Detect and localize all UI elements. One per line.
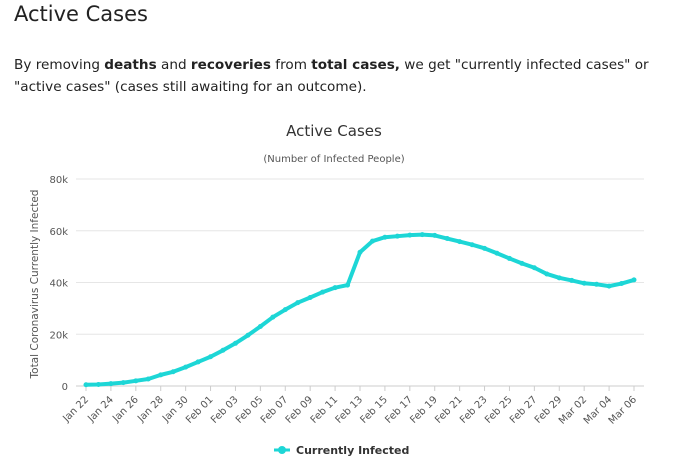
data-point[interactable] — [382, 234, 388, 240]
data-point[interactable] — [519, 260, 525, 266]
data-point[interactable] — [332, 285, 338, 291]
intro-text: we get "currently infected cases" or "ac… — [14, 57, 649, 95]
data-point[interactable] — [494, 250, 500, 256]
legend-label[interactable]: Currently Infected — [296, 444, 409, 457]
intro-bold-deaths: deaths — [104, 57, 157, 73]
data-point[interactable] — [394, 233, 400, 239]
data-point[interactable] — [108, 381, 114, 387]
data-point[interactable] — [606, 283, 612, 289]
data-point[interactable] — [581, 280, 587, 286]
data-point[interactable] — [208, 354, 214, 360]
data-point[interactable] — [531, 265, 537, 271]
intro-bold-total-cases: total cases, — [311, 57, 400, 73]
intro-text: and — [156, 57, 191, 73]
data-point[interactable] — [120, 380, 126, 386]
series-currently-infected[interactable] — [83, 232, 637, 388]
chart-subtitle: (Number of Infected People) — [263, 154, 404, 165]
data-point[interactable] — [170, 369, 176, 375]
intro-paragraph: By removing deaths and recoveries from t… — [14, 54, 664, 98]
data-point[interactable] — [145, 376, 151, 382]
x-tick-label: Mar 06 — [607, 394, 639, 426]
data-point[interactable] — [133, 378, 139, 384]
data-point[interactable] — [307, 295, 313, 301]
data-point[interactable] — [257, 323, 263, 329]
data-point[interactable] — [232, 340, 238, 346]
data-point[interactable] — [369, 238, 375, 244]
data-point[interactable] — [357, 249, 363, 255]
data-point[interactable] — [631, 277, 637, 283]
data-point[interactable] — [594, 281, 600, 287]
data-point[interactable] — [432, 232, 438, 238]
legend-swatch-marker — [278, 446, 286, 454]
data-point[interactable] — [544, 271, 550, 277]
intro-text: from — [270, 57, 312, 73]
y-tick-label: 60k — [49, 227, 68, 238]
active-cases-chart: Active Cases (Number of Infected People)… — [29, 122, 644, 457]
legend[interactable]: Currently Infected — [274, 444, 409, 457]
y-tick-label: 80k — [49, 175, 68, 186]
page-heading: Active Cases — [14, 2, 148, 26]
data-point[interactable] — [419, 232, 425, 238]
y-tick-label: 0 — [62, 382, 68, 393]
data-point[interactable] — [295, 300, 301, 306]
x-tick-label: Jan 26 — [110, 394, 141, 425]
x-tick-label: Jan 24 — [85, 394, 116, 425]
data-point[interactable] — [95, 381, 101, 387]
data-point[interactable] — [320, 289, 326, 295]
x-tick-label: Jan 22 — [60, 394, 91, 425]
data-point[interactable] — [556, 275, 562, 281]
data-point[interactable] — [469, 242, 475, 248]
grid-lines — [76, 178, 644, 387]
data-point[interactable] — [220, 347, 226, 353]
intro-bold-recoveries: recoveries — [190, 57, 271, 73]
data-point[interactable] — [482, 245, 488, 251]
y-axis-ticks: 0 20k 40k 60k 80k — [49, 175, 68, 393]
data-point[interactable] — [270, 314, 276, 320]
y-axis-title: Total Coronavirus Currently Infected — [29, 190, 41, 380]
data-point[interactable] — [345, 282, 351, 288]
data-point[interactable] — [195, 359, 201, 365]
y-tick-label: 20k — [49, 330, 68, 341]
data-point[interactable] — [83, 382, 89, 388]
data-point[interactable] — [457, 239, 463, 245]
y-tick-label: 40k — [49, 279, 68, 290]
data-point[interactable] — [183, 364, 189, 370]
data-point[interactable] — [245, 332, 251, 338]
data-point[interactable] — [407, 232, 413, 238]
data-point[interactable] — [158, 372, 164, 378]
chart-title: Active Cases — [286, 122, 382, 140]
intro-text: By removing — [14, 57, 105, 73]
data-point[interactable] — [569, 277, 575, 283]
data-point[interactable] — [282, 307, 288, 313]
data-point[interactable] — [619, 281, 625, 287]
x-tick-label: Jan 28 — [135, 394, 166, 425]
series-line — [84, 232, 636, 387]
data-point[interactable] — [444, 236, 450, 242]
data-point[interactable] — [506, 255, 512, 261]
